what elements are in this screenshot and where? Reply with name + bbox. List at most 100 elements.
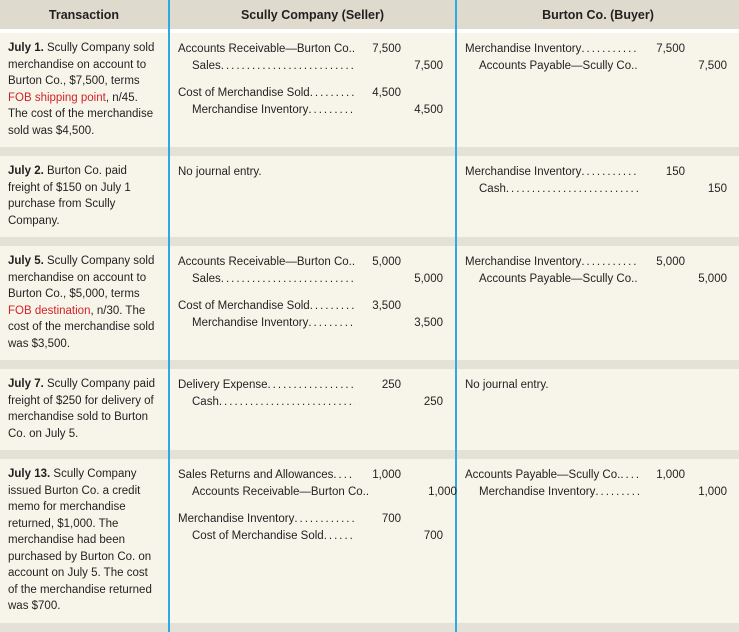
dot-leader bbox=[219, 394, 355, 411]
debit-amount: 7,500 bbox=[656, 43, 685, 55]
debit-amount: 150 bbox=[665, 166, 685, 178]
credit-amount: 700 bbox=[423, 529, 443, 542]
transaction-date: July 13. bbox=[8, 468, 51, 480]
dot-leader bbox=[267, 377, 355, 394]
credit-amount: 3,500 bbox=[414, 316, 443, 329]
account-name: Accounts Payable—Scully Co. bbox=[465, 469, 621, 481]
dot-leader bbox=[221, 271, 355, 288]
credit-amount: 1,000 bbox=[698, 485, 727, 498]
table-row: July 7. Scully Company paid freight of $… bbox=[0, 369, 739, 450]
debit-amount: 4,500 bbox=[372, 87, 401, 99]
dot-leader bbox=[310, 85, 355, 102]
journal-line: Accounts Payable—Scully Co. 7,500 bbox=[465, 58, 727, 75]
journal-line: Cost of Merchandise Sold 3,500 bbox=[178, 298, 443, 315]
journal-line: Accounts Receivable—Burton Co. 7,500 bbox=[178, 41, 443, 58]
debit-amount: 3,500 bbox=[372, 300, 401, 312]
journal-line: Cost of Merchandise Sold 700 bbox=[178, 528, 443, 545]
journal-entry: Merchandise Inventory 700 Cost of Merchan… bbox=[178, 511, 443, 544]
account-name: Merchandise Inventory bbox=[178, 513, 295, 525]
journal-line: Sales 7,500 bbox=[178, 58, 443, 75]
table-header-row: Transaction Scully Company (Seller) Burt… bbox=[0, 0, 739, 29]
journal-line: Delivery Expense 250 bbox=[178, 377, 443, 394]
account-name: Merchandise Inventory bbox=[192, 103, 309, 116]
no-entry-note: No journal entry. bbox=[465, 379, 549, 391]
column-header-seller: Scully Company (Seller) bbox=[170, 0, 457, 29]
row-separator bbox=[0, 450, 739, 459]
fob-term: FOB destination bbox=[8, 304, 91, 317]
account-name: Merchandise Inventory bbox=[192, 316, 309, 329]
account-name: Cost of Merchandise Sold bbox=[192, 529, 324, 542]
dot-leader bbox=[294, 511, 355, 528]
journal-entry: Cost of Merchandise Sold 4,500 Merchandis… bbox=[178, 85, 443, 118]
header-gap bbox=[0, 29, 739, 33]
buyer-entry-cell: Merchandise Inventory 7,500 Accounts Paya… bbox=[457, 33, 739, 147]
transaction-text: July 7. Scully Company paid freight of $… bbox=[8, 378, 156, 440]
transaction-cell: July 1. Scully Company sold merchandise … bbox=[0, 33, 170, 147]
table-row: July 5. Scully Company sold merchandise … bbox=[0, 246, 739, 360]
seller-entry-cell: Sales Returns and Allowances 1,000 Accoun… bbox=[170, 459, 457, 623]
table-row: July 1. Scully Company sold merchandise … bbox=[0, 33, 739, 147]
transaction-cell: July 7. Scully Company paid freight of $… bbox=[0, 369, 170, 450]
transaction-cell: July 5. Scully Company sold merchandise … bbox=[0, 246, 170, 360]
account-name: Cash bbox=[192, 395, 219, 408]
journal-line: Accounts Payable—Scully Co. 1,000 bbox=[465, 467, 727, 484]
journal-line: Accounts Receivable—Burton Co. 1,000 bbox=[178, 484, 457, 501]
table-row: July 2. Burton Co. paid freight of $150 … bbox=[0, 156, 739, 237]
dot-leader bbox=[581, 164, 639, 181]
no-entry-note: No journal entry. bbox=[178, 166, 262, 178]
account-name: Cost of Merchandise Sold bbox=[178, 87, 310, 99]
dot-leader bbox=[221, 58, 355, 75]
row-separator bbox=[0, 360, 739, 369]
transaction-date: July 1. bbox=[8, 42, 44, 54]
buyer-entry-cell: No journal entry. bbox=[457, 369, 739, 450]
buyer-entry-cell: Merchandise Inventory 150 Cash 150 bbox=[457, 156, 739, 237]
journal-line: Merchandise Inventory 1,000 bbox=[465, 484, 727, 501]
account-name: Sales bbox=[192, 59, 221, 72]
journal-line: Merchandise Inventory 700 bbox=[178, 511, 443, 528]
dot-leader bbox=[310, 298, 355, 315]
journal-entry: Merchandise Inventory 150 Cash 150 bbox=[465, 164, 727, 197]
journal-line: Sales 5,000 bbox=[178, 271, 443, 288]
transaction-date: July 5. bbox=[8, 255, 44, 267]
journal-entry: Merchandise Inventory 7,500 Accounts Paya… bbox=[465, 41, 727, 74]
dot-leader bbox=[308, 315, 355, 332]
journal-line: Accounts Payable—Scully Co. 5,000 bbox=[465, 271, 727, 288]
journal-line: Merchandise Inventory 4,500 bbox=[178, 102, 443, 119]
journal-line: Accounts Receivable—Burton Co. 5,000 bbox=[178, 254, 443, 271]
dot-leader bbox=[634, 271, 639, 288]
account-name: Accounts Payable—Scully Co. bbox=[479, 272, 635, 285]
journal-entry: Accounts Receivable—Burton Co. 7,500 Sale… bbox=[178, 41, 443, 74]
credit-amount: 7,500 bbox=[414, 59, 443, 72]
journal-line: Merchandise Inventory 150 bbox=[465, 164, 727, 181]
transaction-text: July 5. Scully Company sold merchandise … bbox=[8, 255, 155, 350]
account-name: Delivery Expense bbox=[178, 379, 268, 391]
buyer-entry-cell: Merchandise Inventory 5,000 Accounts Paya… bbox=[457, 246, 739, 360]
debit-amount: 700 bbox=[381, 513, 401, 525]
dot-leader bbox=[620, 467, 639, 484]
credit-amount: 250 bbox=[423, 395, 443, 408]
debit-amount: 1,000 bbox=[372, 469, 401, 481]
debit-amount: 5,000 bbox=[372, 256, 401, 268]
seller-entry-cell: No journal entry. bbox=[170, 156, 457, 237]
credit-amount: 150 bbox=[707, 182, 727, 195]
debit-amount: 7,500 bbox=[372, 43, 401, 55]
dot-leader bbox=[324, 528, 355, 545]
table-row: July 13. Scully Company issued Burton Co… bbox=[0, 459, 739, 623]
account-name: Merchandise Inventory bbox=[465, 43, 582, 55]
credit-amount: 4,500 bbox=[414, 103, 443, 116]
account-name: Accounts Receivable—Burton Co. bbox=[178, 256, 352, 268]
credit-amount: 5,000 bbox=[698, 272, 727, 285]
account-name: Sales bbox=[192, 272, 221, 285]
journal-entry: Merchandise Inventory 5,000 Accounts Paya… bbox=[465, 254, 727, 287]
account-name: Sales Returns and Allowances bbox=[178, 469, 334, 481]
journal-entry: Delivery Expense 250 Cash 250 bbox=[178, 377, 443, 410]
journal-line: Merchandise Inventory 3,500 bbox=[178, 315, 443, 332]
transaction-text: July 13. Scully Company issued Burton Co… bbox=[8, 468, 152, 612]
account-name: Merchandise Inventory bbox=[465, 256, 582, 268]
transaction-text: July 2. Burton Co. paid freight of $150 … bbox=[8, 165, 131, 227]
row-separator bbox=[0, 147, 739, 156]
seller-entry-cell: Delivery Expense 250 Cash 250 bbox=[170, 369, 457, 450]
journal-line: Cash 250 bbox=[178, 394, 443, 411]
account-name: Accounts Payable—Scully Co. bbox=[479, 59, 635, 72]
column-header-transaction: Transaction bbox=[0, 0, 170, 29]
